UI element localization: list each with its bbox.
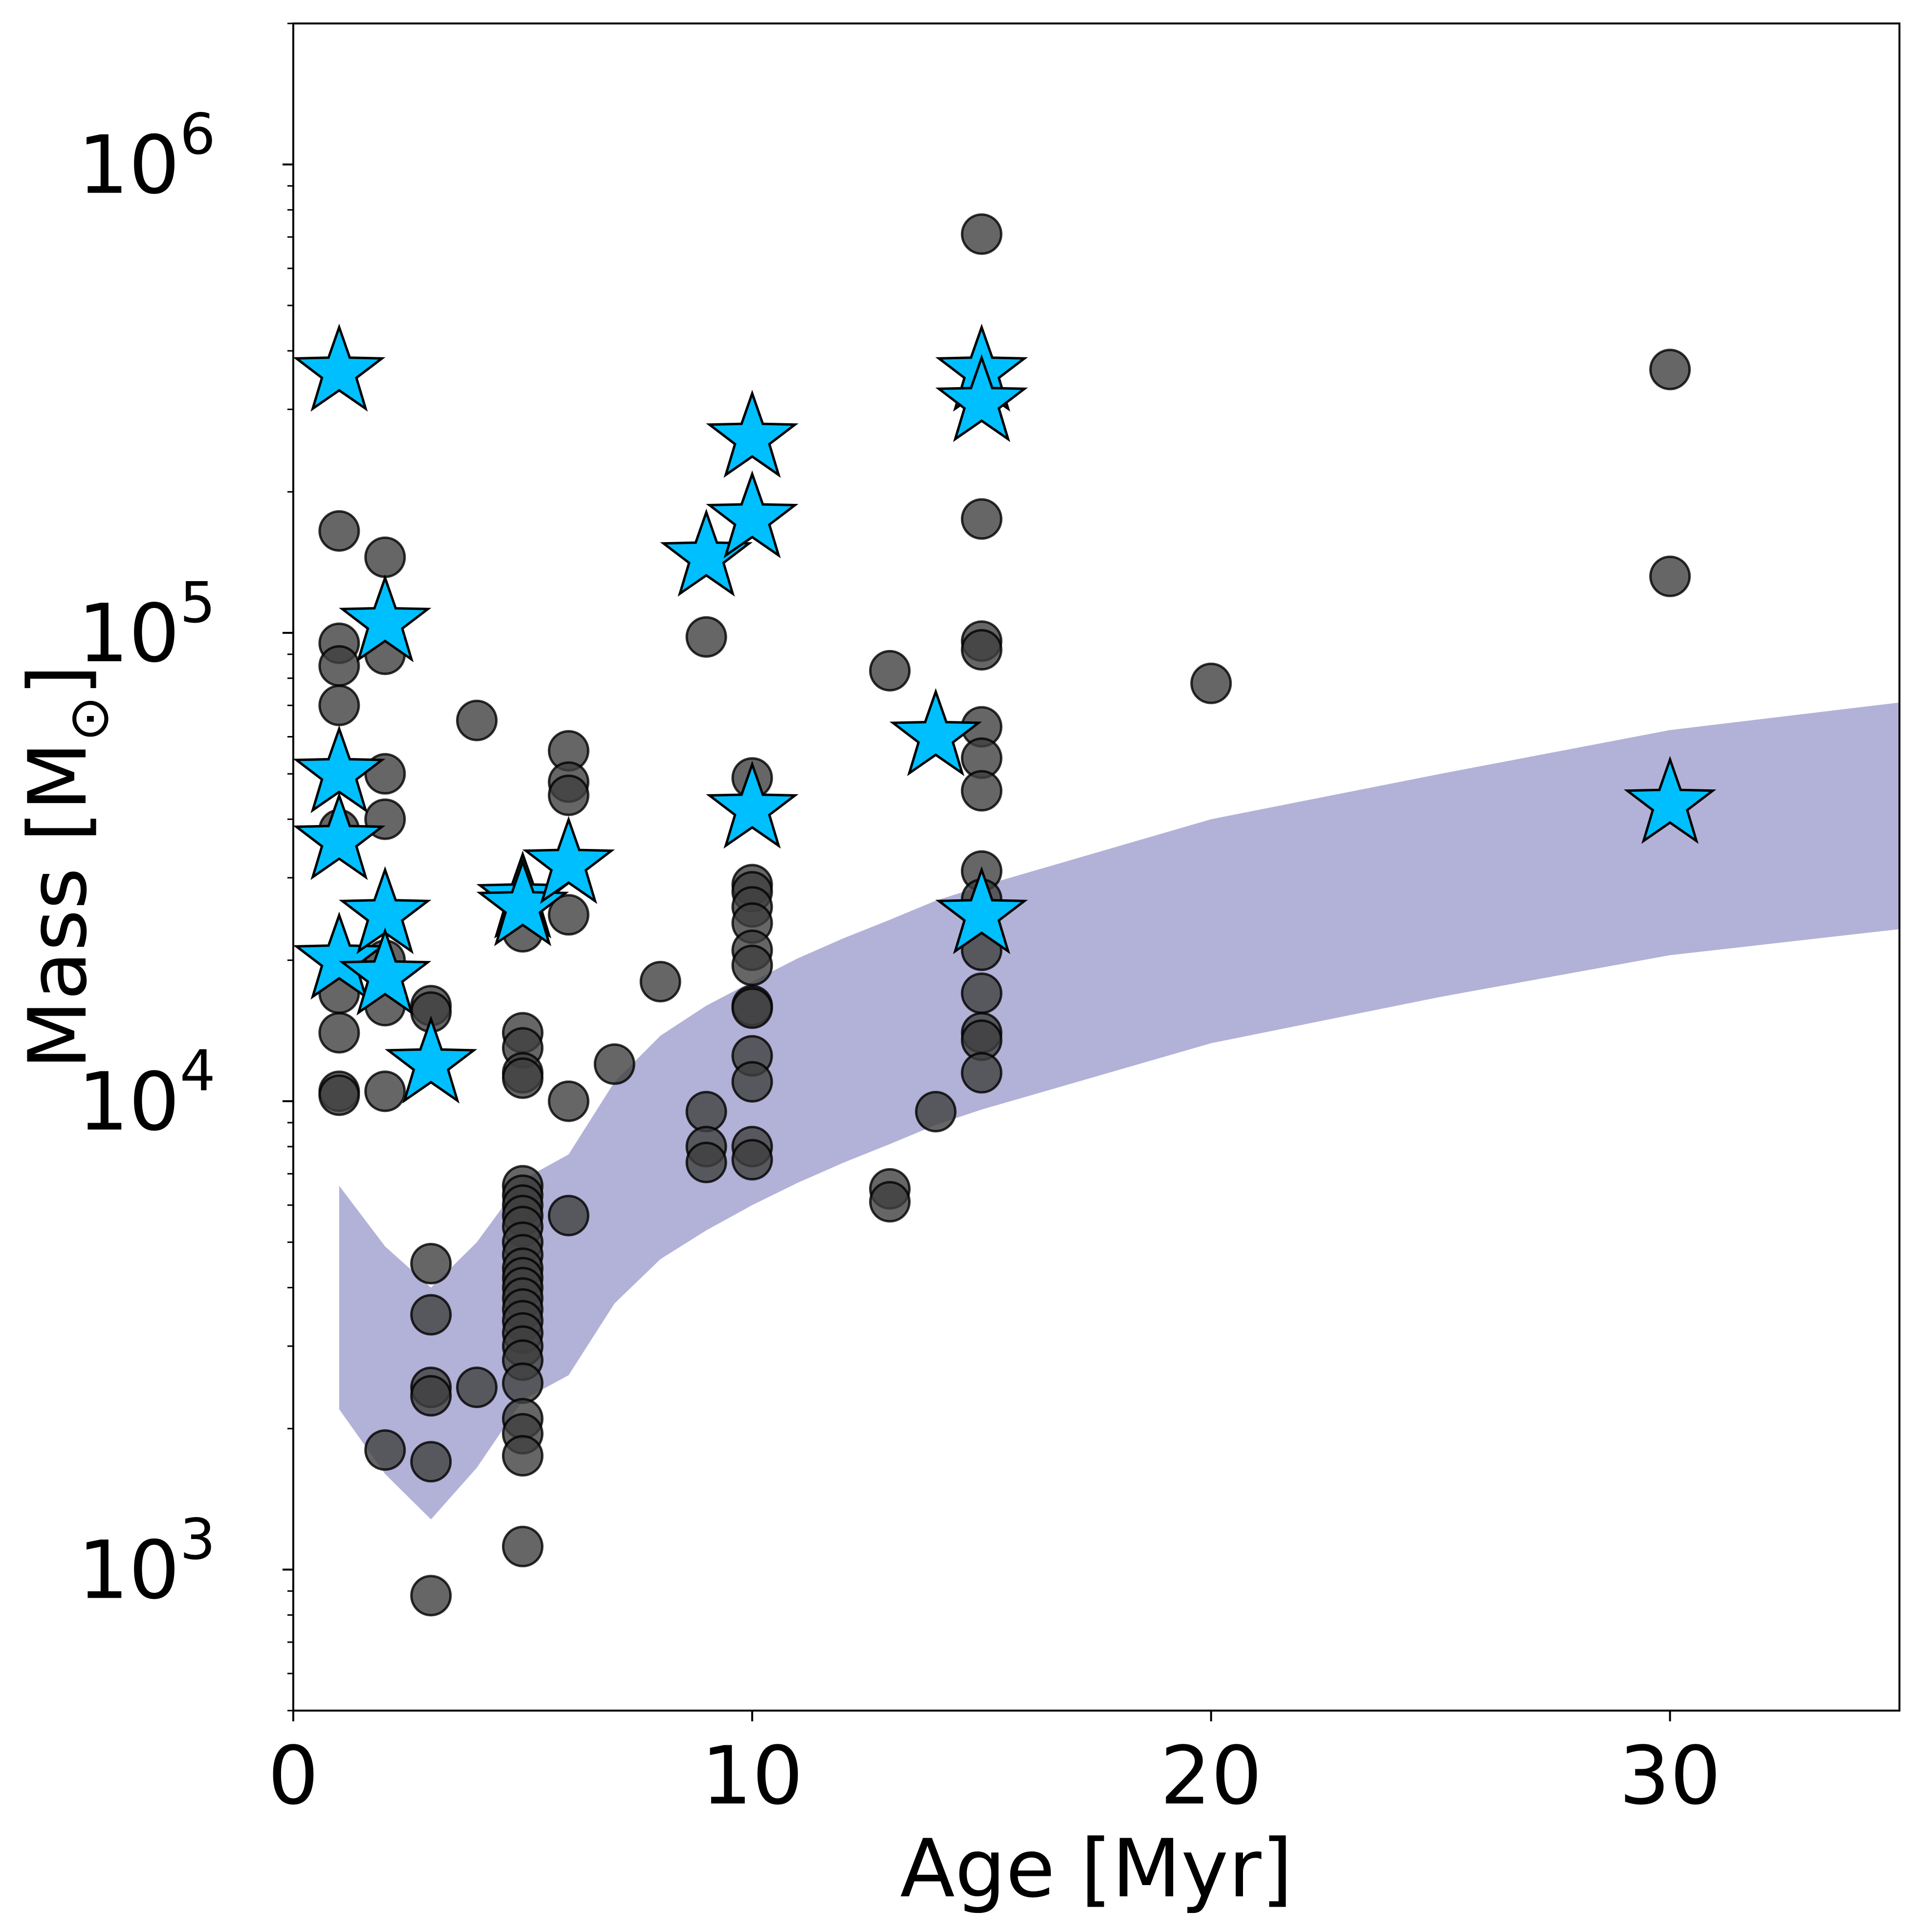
star-point [889, 688, 982, 777]
circle-point [318, 684, 360, 726]
circle-point [960, 1052, 1003, 1094]
star-point [706, 470, 799, 559]
circle-point [731, 1061, 773, 1103]
star-point [339, 927, 432, 1016]
star-point [706, 390, 799, 478]
circle-point [547, 1194, 589, 1237]
circle-point [547, 774, 589, 816]
circle-point [960, 972, 1003, 1014]
circle-point [1649, 555, 1691, 597]
y-tick-label: 105 [78, 570, 216, 680]
star-point [293, 324, 386, 412]
circle-point [318, 510, 360, 552]
circle-point [593, 1043, 635, 1085]
circle-point [1190, 662, 1232, 704]
y-tick-label: 104 [78, 1039, 216, 1149]
circle-point [318, 645, 360, 687]
star-point [522, 816, 615, 904]
circle-point [547, 894, 589, 936]
circle-point [731, 987, 773, 1029]
star-point [935, 866, 1028, 955]
x-tick-label: 0 [268, 1729, 319, 1823]
star-point [935, 354, 1028, 442]
circle-point [960, 770, 1003, 812]
star-point [385, 1015, 478, 1104]
x-tick-label: 10 [701, 1729, 804, 1823]
circle-point [410, 1441, 452, 1483]
circle-point [364, 536, 406, 578]
star-point [293, 792, 386, 880]
circle-point [869, 1181, 911, 1223]
circle-point [731, 1139, 773, 1181]
circle-point [639, 961, 681, 1002]
circle-point [869, 650, 911, 692]
band-area [339, 702, 1899, 1520]
plot-frame [292, 22, 1900, 1712]
circle-point [685, 1142, 727, 1183]
y-tick-label: 103 [78, 1507, 216, 1617]
circle-point [960, 629, 1003, 671]
circle-point [685, 616, 727, 658]
circle-point [318, 1074, 360, 1116]
circle-point [960, 213, 1003, 255]
x-tick-label: 30 [1619, 1729, 1721, 1823]
circle-point [318, 1012, 360, 1054]
x-axis-ticks: 0 10 20 30 [268, 1711, 1721, 1823]
circle-point [364, 1429, 406, 1471]
star-point [293, 725, 386, 813]
mass-range-band [339, 702, 1899, 1520]
circle-point [685, 1091, 727, 1132]
y-axis-ticks: 103 104 105 106 [78, 22, 293, 1712]
star-point [1623, 756, 1717, 844]
circle-point [410, 1375, 452, 1417]
star-point [293, 912, 386, 1000]
circle-point [456, 699, 498, 741]
circle-point [731, 944, 773, 986]
circle-point [364, 1070, 406, 1112]
circle-point [960, 498, 1003, 540]
star-point [706, 760, 799, 849]
circle-point [410, 1294, 452, 1336]
circle-point [547, 1080, 589, 1122]
cluster-stars [293, 324, 1717, 1104]
circle-point [502, 1057, 544, 1099]
star-point [339, 574, 432, 663]
circle-point [502, 1435, 544, 1477]
circle-point [456, 1367, 498, 1409]
circle-point [502, 1525, 544, 1567]
circle-point [915, 1091, 957, 1132]
y-tick-label: 106 [78, 102, 216, 212]
x-tick-label: 20 [1160, 1729, 1262, 1823]
circle-point [1649, 348, 1691, 391]
circle-point [502, 1362, 544, 1404]
circle-point [410, 1243, 452, 1284]
x-axis-title: Age [Myr] [900, 1822, 1292, 1915]
circle-point [410, 1575, 452, 1617]
y-axis-title: Mass [M⊙] [11, 665, 121, 1069]
